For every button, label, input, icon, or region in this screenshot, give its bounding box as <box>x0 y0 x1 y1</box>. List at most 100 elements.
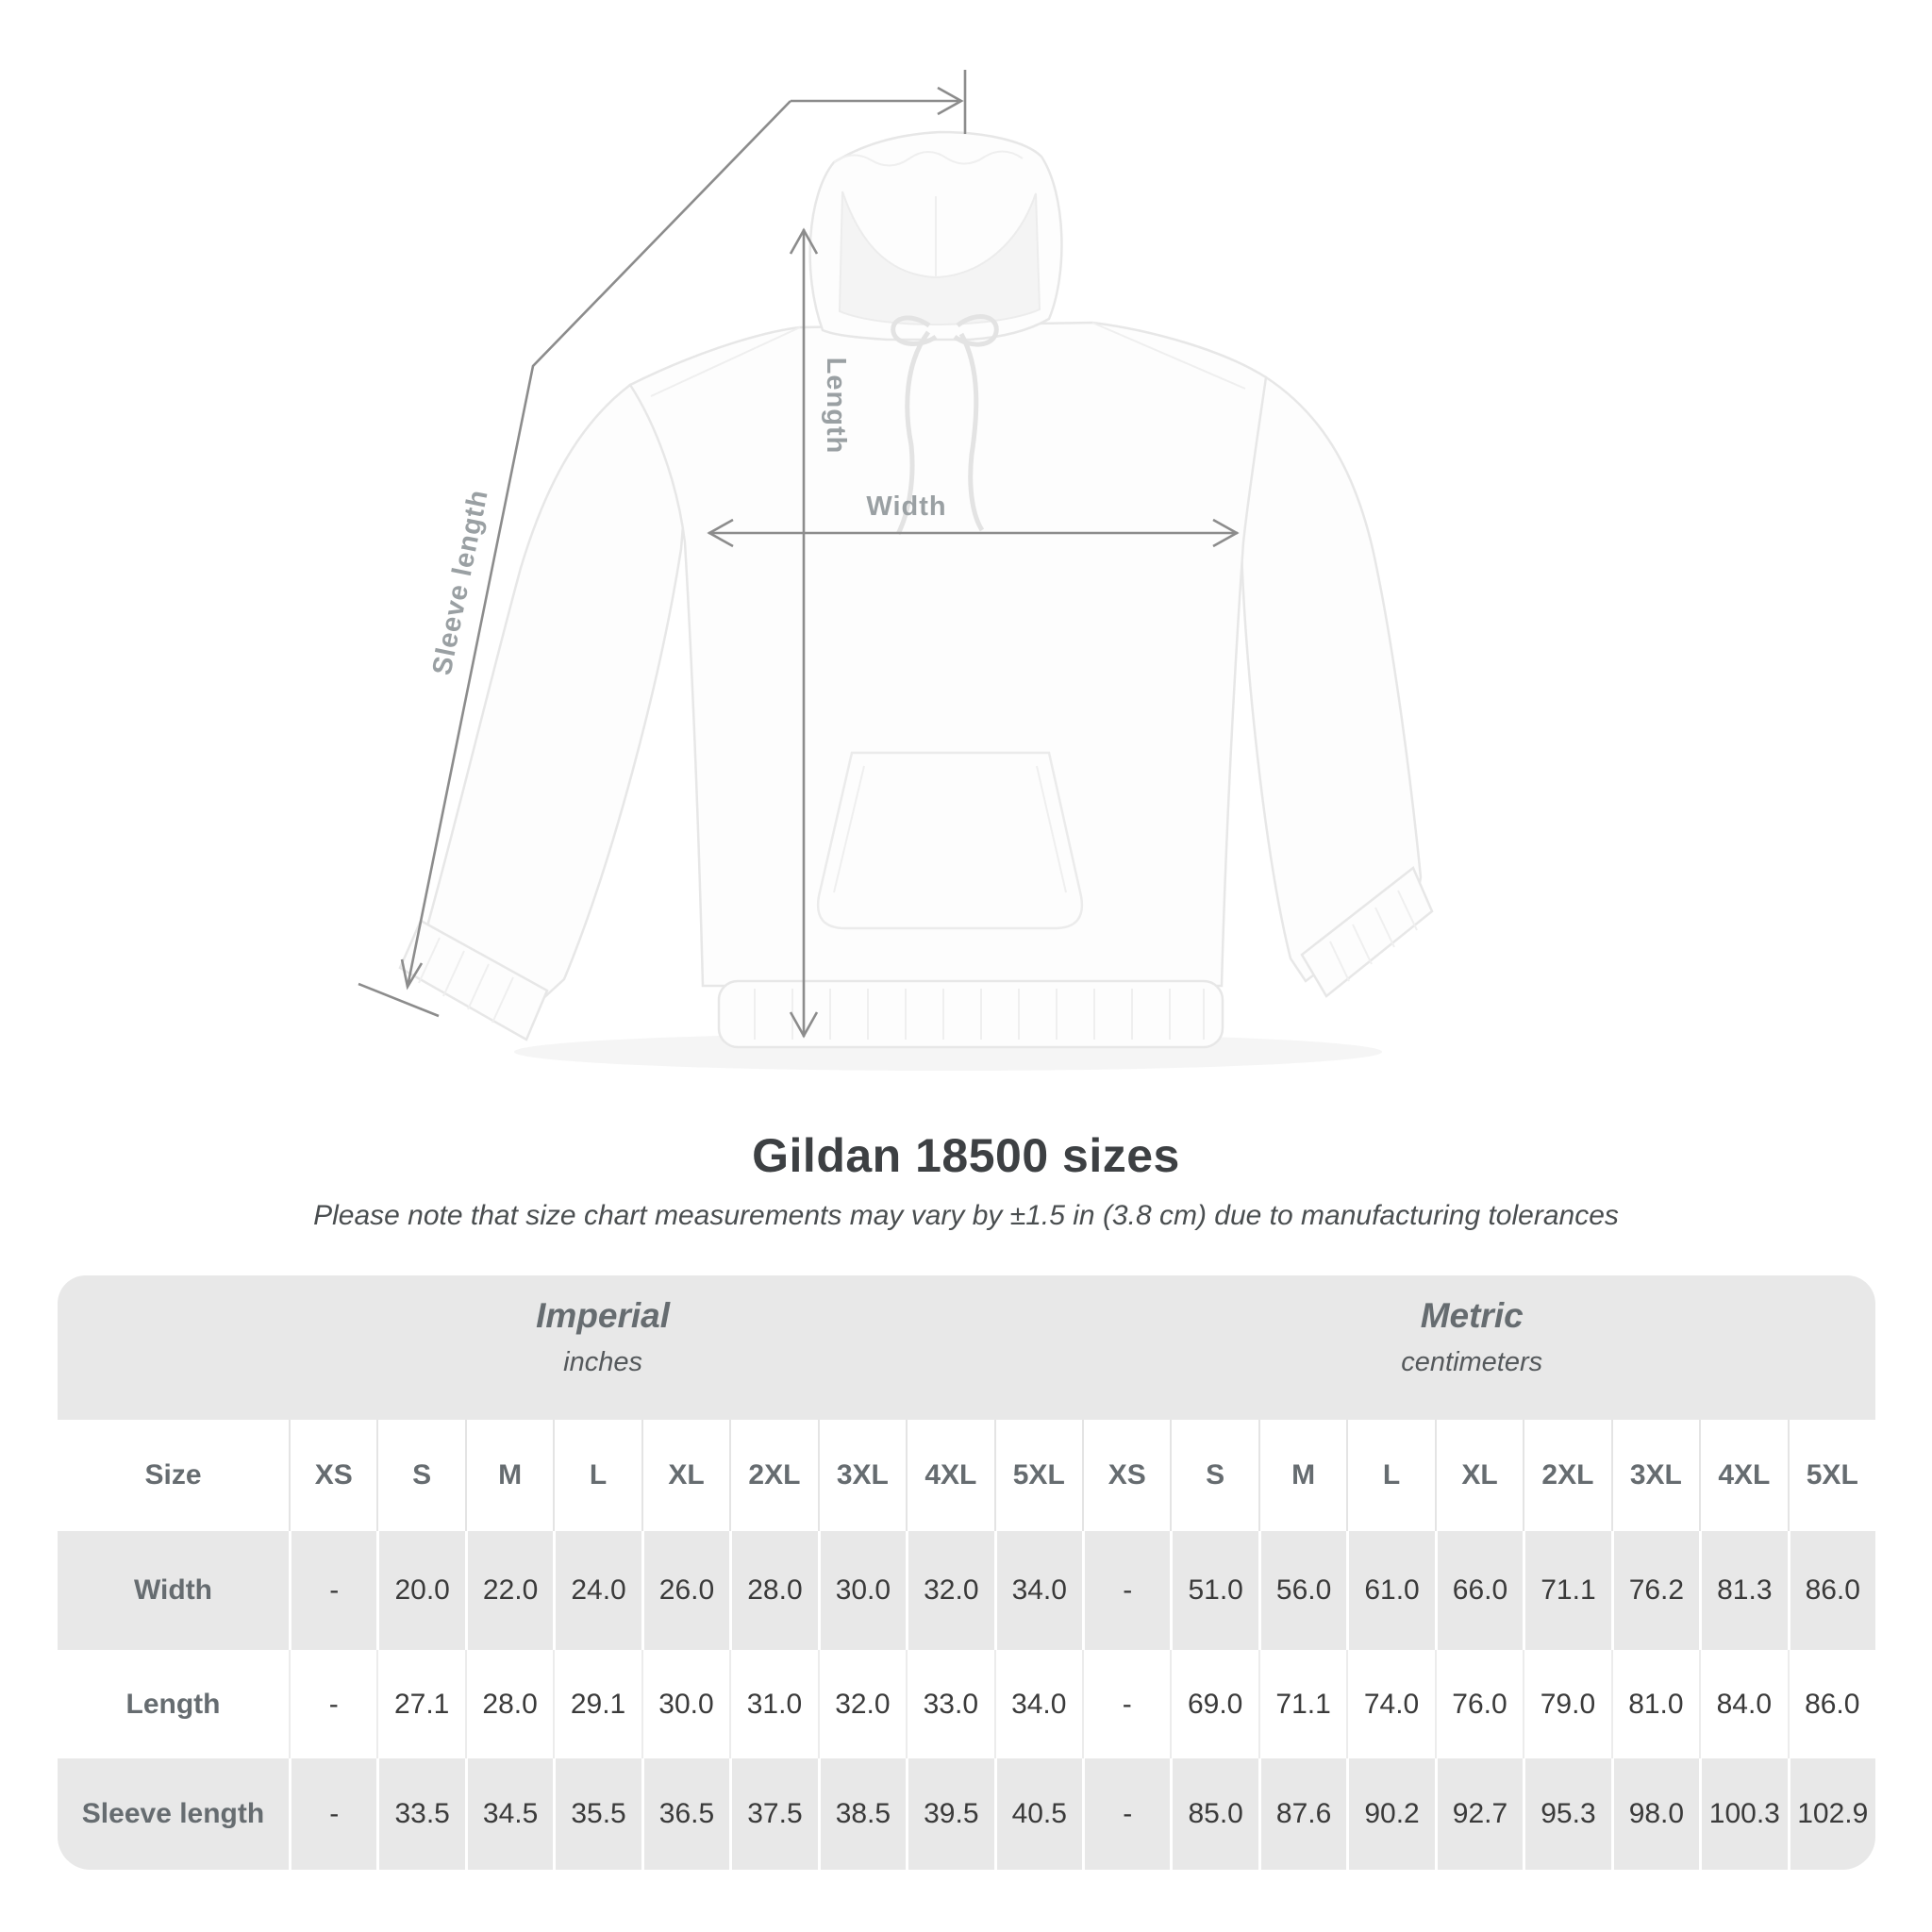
size-col-imperial-l: L <box>553 1420 641 1531</box>
width-imperial-3xl: 30.0 <box>817 1531 907 1650</box>
hoodie-right-sleeve <box>1240 375 1423 983</box>
length-metric-s: 69.0 <box>1170 1650 1257 1758</box>
row-label-length: Length <box>125 1688 221 1720</box>
width-measure-label: Width <box>866 491 946 522</box>
width-imperial-xl: 26.0 <box>641 1531 730 1650</box>
sleeve-metric-xl: 92.7 <box>1434 1758 1524 1870</box>
length-metric-2xl: 79.0 <box>1523 1650 1610 1758</box>
size-col-imperial-s: S <box>376 1420 464 1531</box>
width-imperial-s: 20.0 <box>376 1531 465 1650</box>
size-col-metric-2xl: 2XL <box>1523 1420 1610 1531</box>
length-imperial-s: 27.1 <box>376 1650 464 1758</box>
hoodie-left-sleeve <box>426 383 691 1002</box>
size-col-metric-5xl: 5XL <box>1787 1420 1875 1531</box>
width-arrow <box>707 518 1240 548</box>
length-metric-3xl: 81.0 <box>1610 1650 1699 1758</box>
hoodie-body <box>628 321 1268 988</box>
size-col-imperial-2xl: 2XL <box>729 1420 817 1531</box>
width-metric-xl: 66.0 <box>1434 1531 1524 1650</box>
width-imperial-4xl: 32.0 <box>906 1531 994 1650</box>
size-col-metric-l: L <box>1346 1420 1434 1531</box>
imperial-group-name: Imperial <box>536 1296 671 1335</box>
shoulder-seams <box>650 322 1246 397</box>
table-row-length: Length - 27.1 28.0 29.1 30.0 31.0 32.0 3… <box>58 1650 1875 1758</box>
table-row-width: Width - 20.0 22.0 24.0 26.0 28.0 30.0 32… <box>58 1531 1875 1650</box>
length-imperial-xs: - <box>289 1650 376 1758</box>
sleeve-metric-xs: - <box>1081 1758 1171 1870</box>
length-imperial-m: 28.0 <box>464 1650 553 1758</box>
imperial-group: Imperial inches <box>536 1296 670 1378</box>
tolerance-note: Please note that size chart measurements… <box>313 1200 1619 1231</box>
sleeve-imperial-xs: - <box>289 1758 377 1870</box>
hoodie-right-cuff <box>1300 866 1434 998</box>
length-metric-l: 74.0 <box>1346 1650 1434 1758</box>
length-arrow <box>789 227 819 1039</box>
size-table: Imperial inches Metric centimeters Size … <box>58 1275 1875 1870</box>
length-imperial-5xl: 34.0 <box>993 1650 1082 1758</box>
width-metric-xs: - <box>1081 1531 1171 1650</box>
sleeve-metric-m: 87.6 <box>1257 1758 1347 1870</box>
width-metric-5xl: 86.0 <box>1787 1531 1875 1650</box>
row-label-sleeve-length: Sleeve length <box>58 1758 289 1870</box>
size-col-imperial-m: M <box>464 1420 553 1531</box>
length-metric-xs: - <box>1081 1650 1170 1758</box>
length-metric-4xl: 84.0 <box>1699 1650 1787 1758</box>
size-col-imperial-4xl: 4XL <box>906 1420 993 1531</box>
length-imperial-l: 29.1 <box>553 1650 641 1758</box>
size-col-metric-s: S <box>1170 1420 1257 1531</box>
size-col-imperial-xl: XL <box>641 1420 729 1531</box>
hoodie-pocket <box>816 751 1084 930</box>
sleeve-imperial-4xl: 39.5 <box>906 1758 994 1870</box>
length-imperial-xl: 30.0 <box>641 1650 729 1758</box>
hoodie-product-image: Width Length Sleeve length <box>358 70 1434 1049</box>
hoodie-hood <box>808 130 1063 341</box>
size-col-metric-xs: XS <box>1081 1420 1170 1531</box>
length-imperial-4xl: 33.0 <box>906 1650 993 1758</box>
length-metric-xl: 76.0 <box>1434 1650 1523 1758</box>
sleeve-imperial-l: 35.5 <box>553 1758 641 1870</box>
length-imperial-2xl: 31.0 <box>729 1650 817 1758</box>
sleeve-length-arrow <box>358 70 967 1018</box>
sleeve-imperial-5xl: 40.5 <box>993 1758 1082 1870</box>
sleeve-metric-s: 85.0 <box>1170 1758 1258 1870</box>
metric-group: Metric centimeters <box>1401 1296 1542 1378</box>
sleeve-metric-5xl: 102.9 <box>1787 1758 1875 1870</box>
sleeve-imperial-m: 34.5 <box>464 1758 554 1870</box>
product-measurement-diagram: Width Length Sleeve length <box>358 70 1434 1049</box>
width-imperial-xs: - <box>289 1531 377 1650</box>
width-metric-3xl: 76.2 <box>1610 1531 1700 1650</box>
size-header-row: Size XS S M L XL 2XL 3XL 4XL 5XL XS S M … <box>58 1420 1875 1531</box>
sleeve-imperial-xl: 36.5 <box>641 1758 730 1870</box>
row-label-width: Width <box>58 1531 289 1650</box>
sleeve-metric-4xl: 100.3 <box>1699 1758 1788 1870</box>
width-imperial-m: 22.0 <box>464 1531 554 1650</box>
sleeve-metric-l: 90.2 <box>1346 1758 1435 1870</box>
page-title: Gildan 18500 sizes <box>752 1129 1180 1182</box>
metric-group-unit: centimeters <box>1401 1347 1543 1377</box>
table-row-sleeve-length: Sleeve length - 33.5 34.5 35.5 36.5 37.5… <box>58 1758 1875 1870</box>
size-col-metric-3xl: 3XL <box>1610 1420 1699 1531</box>
hoodie-left-cuff <box>398 919 549 1041</box>
width-metric-l: 61.0 <box>1346 1531 1435 1650</box>
size-col-imperial-3xl: 3XL <box>817 1420 906 1531</box>
sleeve-length-measure-label: Sleeve length <box>427 487 494 677</box>
length-metric-5xl: 86.0 <box>1787 1650 1875 1758</box>
sleeve-imperial-3xl: 38.5 <box>817 1758 907 1870</box>
length-metric-m: 71.1 <box>1257 1650 1346 1758</box>
sleeve-imperial-2xl: 37.5 <box>729 1758 818 1870</box>
size-col-metric-m: M <box>1257 1420 1346 1531</box>
size-col-metric-xl: XL <box>1434 1420 1523 1531</box>
metric-group-name: Metric <box>1420 1296 1524 1335</box>
sleeve-metric-3xl: 98.0 <box>1610 1758 1700 1870</box>
size-col-imperial-5xl: 5XL <box>993 1420 1082 1531</box>
width-imperial-2xl: 28.0 <box>729 1531 818 1650</box>
hoodie-hem-band <box>717 979 1224 1049</box>
width-metric-4xl: 81.3 <box>1699 1531 1788 1650</box>
width-metric-2xl: 71.1 <box>1523 1531 1611 1650</box>
width-imperial-5xl: 34.0 <box>993 1531 1082 1650</box>
imperial-group-unit: inches <box>563 1347 642 1377</box>
hoodie-drawstrings <box>891 314 999 536</box>
sleeve-metric-2xl: 95.3 <box>1523 1758 1611 1870</box>
length-measure-label: Length <box>821 358 851 455</box>
sleeve-imperial-s: 33.5 <box>376 1758 465 1870</box>
